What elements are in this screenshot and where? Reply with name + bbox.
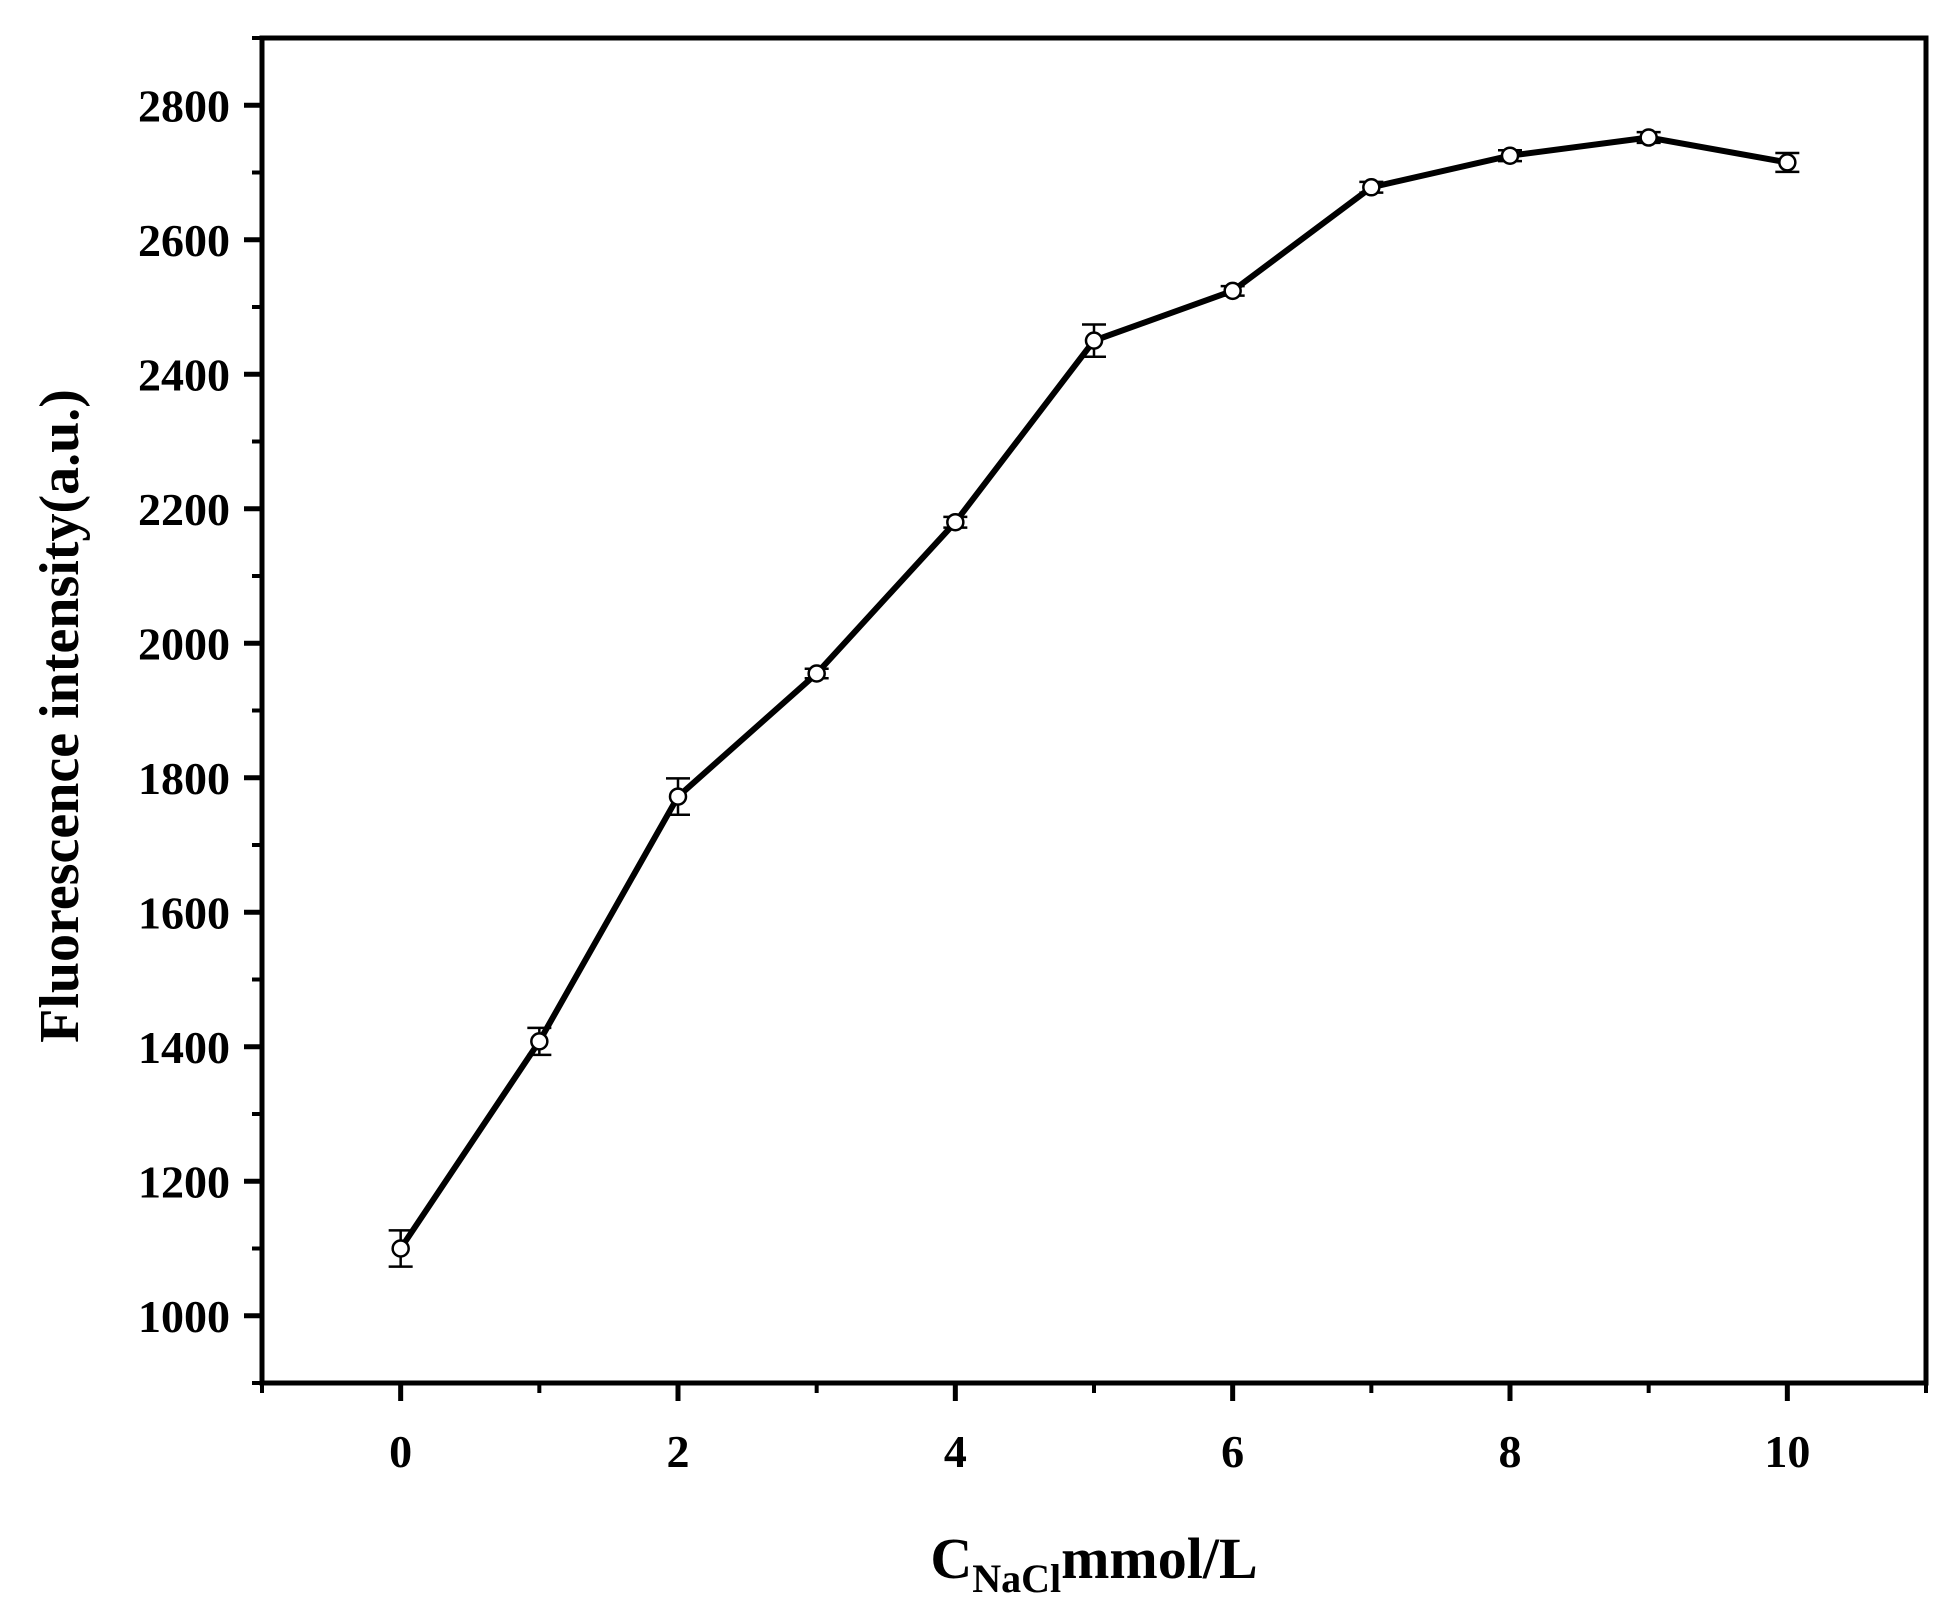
y-axis-ticks: 1000 1200 1400 1600 1800 2000 2200 2400 2600 2800 (138, 36, 262, 1385)
x-axis-title-suffix: mmol/L (1061, 1526, 1258, 1591)
x-axis-title-subscript: NaCl (972, 1556, 1061, 1601)
data-point (668, 787, 688, 806)
plot-frame (259, 35, 1929, 1386)
data-point (530, 1032, 549, 1051)
x-axis-title: CNaClmmol/L (930, 1526, 1257, 1601)
x-tick-label: 6 (1221, 1426, 1244, 1477)
series-line (398, 134, 1788, 1251)
data-point (1639, 128, 1658, 147)
data-point (1223, 281, 1242, 301)
data-point (391, 1239, 410, 1258)
data-series (398, 134, 1788, 1251)
y-tick-label: 2000 (138, 618, 230, 669)
data-point (1778, 153, 1797, 172)
y-tick-label: 1400 (138, 1022, 230, 1073)
y-axis-title: Fluorescence intensity(a.u.) (29, 389, 91, 1043)
y-tick-label: 2800 (138, 80, 230, 131)
x-tick-label: 10 (1764, 1426, 1810, 1477)
data-point (807, 664, 826, 683)
data-point (946, 512, 965, 532)
y-tick-label: 1800 (138, 753, 230, 804)
y-tick-label: 1000 (138, 1291, 230, 1342)
data-point (1362, 178, 1381, 197)
y-tick-label: 1200 (138, 1156, 230, 1207)
data-point (1500, 146, 1520, 165)
y-tick-label: 2600 (138, 215, 230, 266)
x-tick-label: 2 (667, 1426, 690, 1477)
x-axis-ticks: 0 2 4 6 8 10 (260, 1383, 1928, 1477)
data-point (1084, 331, 1104, 350)
y-tick-label: 2200 (138, 484, 230, 535)
x-axis-title-main: C (930, 1526, 972, 1591)
y-tick-label: 1600 (138, 887, 230, 938)
plot-frame-border (259, 35, 1929, 1386)
error-bars (388, 130, 1800, 1268)
x-tick-label: 8 (1499, 1426, 1522, 1477)
y-tick-label: 2400 (138, 349, 230, 400)
data-markers (391, 128, 1797, 1258)
x-tick-label: 0 (389, 1426, 412, 1477)
x-tick-label: 4 (944, 1426, 967, 1477)
